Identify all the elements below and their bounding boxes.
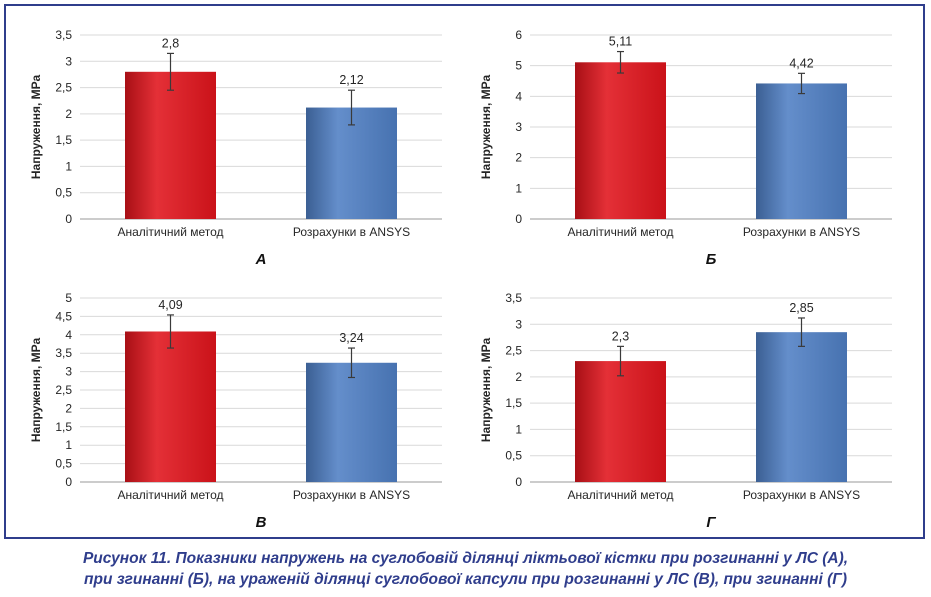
y-axis-label: Напруження, МРа (479, 75, 493, 180)
y-tick-label: 0 (65, 212, 72, 226)
category-label: Аналітичний метод (117, 225, 223, 239)
category-label: Аналітичний метод (567, 225, 673, 239)
chart-svg: 0 1 2 3 4 5 6 Напруження, МРа 5,11 Аналітичний ме… (479, 28, 892, 268)
bar-2 (756, 83, 847, 219)
bar-1 (575, 62, 666, 219)
y-tick-label: 3,5 (55, 28, 72, 42)
bar-1 (125, 331, 216, 482)
panel-label: Б (706, 251, 717, 268)
panel-label: Г (706, 514, 716, 531)
chart-svg: 0 0,5 1 1,5 2 2,5 3 3,5 Напруження, МРа 2,8 Аналіт… (29, 28, 442, 268)
category-label: Розрахунки в ANSYS (293, 488, 410, 502)
y-axis-label: Напруження, МРа (29, 338, 43, 443)
category-label: Розрахунки в ANSYS (743, 225, 860, 239)
bar-1 (125, 71, 216, 219)
category-label: Аналітичний метод (117, 488, 223, 502)
y-tick-label: 3 (65, 365, 72, 379)
y-tick-label: 2,5 (505, 344, 522, 358)
y-tick-label: 4 (515, 89, 522, 103)
y-tick-label: 0 (515, 212, 522, 226)
chart-panel-v: 0 0,5 1 1,5 2 2,5 3 3,5 4 4,5 5 Напруження, МРа 4,09… (10, 277, 465, 539)
chart-panel-a: 0 0,5 1 1,5 2 2,5 3 3,5 Напруження, МРа 2,8 Аналіт… (10, 14, 465, 276)
bar-2 (306, 362, 397, 482)
bar-1 (575, 361, 666, 482)
y-tick-label: 0 (65, 475, 72, 489)
data-label: 4,42 (789, 56, 813, 70)
figure-caption-line-2: при згинанні (Б), на ураженій ділянці су… (84, 571, 847, 588)
chart-panel-g: 0 0,5 1 1,5 2 2,5 3 3,5 Напруження, МРа 2,3 Аналіт… (460, 277, 915, 539)
panel-label: В (256, 514, 267, 531)
y-tick-label: 1,5 (505, 396, 522, 410)
y-tick-label: 2 (65, 401, 72, 415)
y-tick-label: 4,5 (55, 309, 72, 323)
y-tick-label: 2 (515, 151, 522, 165)
y-tick-label: 6 (515, 28, 522, 42)
category-label: Розрахунки в ANSYS (293, 225, 410, 239)
y-tick-label: 2 (65, 107, 72, 121)
y-tick-label: 3,5 (505, 291, 522, 305)
y-axis-label: Напруження, МРа (29, 75, 43, 180)
bar-2 (756, 332, 847, 482)
figure-caption-line-1: Рисунок 11. Показники напружень на сугло… (82, 550, 849, 567)
y-tick-label: 0,5 (55, 457, 72, 471)
y-tick-label: 3 (65, 54, 72, 68)
y-tick-label: 1,5 (55, 420, 72, 434)
y-tick-label: 5 (515, 59, 522, 73)
data-label: 2,8 (162, 36, 179, 50)
data-label: 2,12 (339, 73, 363, 87)
y-tick-label: 2,5 (55, 81, 72, 95)
y-tick-label: 1 (65, 438, 72, 452)
y-axis-label: Напруження, МРа (479, 338, 493, 443)
y-tick-label: 3 (515, 120, 522, 134)
data-label: 3,24 (339, 331, 363, 345)
category-label: Розрахунки в ANSYS (743, 488, 860, 502)
data-label: 4,09 (158, 298, 182, 312)
y-tick-label: 3 (515, 317, 522, 331)
bar-2 (306, 107, 397, 219)
y-tick-label: 1 (515, 181, 522, 195)
y-tick-label: 0,5 (505, 449, 522, 463)
y-tick-label: 1 (515, 422, 522, 436)
chart-svg: 0 0,5 1 1,5 2 2,5 3 3,5 Напруження, МРа 2,3 Аналіт… (479, 291, 892, 531)
chart-svg: 0 0,5 1 1,5 2 2,5 3 3,5 4 4,5 5 Напруження, МРа 4,09… (29, 291, 442, 531)
data-label: 5,11 (609, 35, 632, 49)
y-tick-label: 4 (65, 328, 72, 342)
data-label: 2,85 (789, 301, 813, 315)
data-label: 2,3 (612, 329, 629, 343)
y-tick-label: 0,5 (55, 186, 72, 200)
y-tick-label: 1 (65, 159, 72, 173)
y-tick-label: 3,5 (55, 346, 72, 360)
y-tick-label: 1,5 (55, 133, 72, 147)
panel-label: А (255, 251, 267, 268)
y-tick-label: 5 (65, 291, 72, 305)
y-tick-label: 2,5 (55, 383, 72, 397)
y-tick-label: 0 (515, 475, 522, 489)
y-tick-label: 2 (515, 370, 522, 384)
chart-panel-b: 0 1 2 3 4 5 6 Напруження, МРа 5,11 Аналітичний ме… (460, 14, 915, 276)
category-label: Аналітичний метод (567, 488, 673, 502)
